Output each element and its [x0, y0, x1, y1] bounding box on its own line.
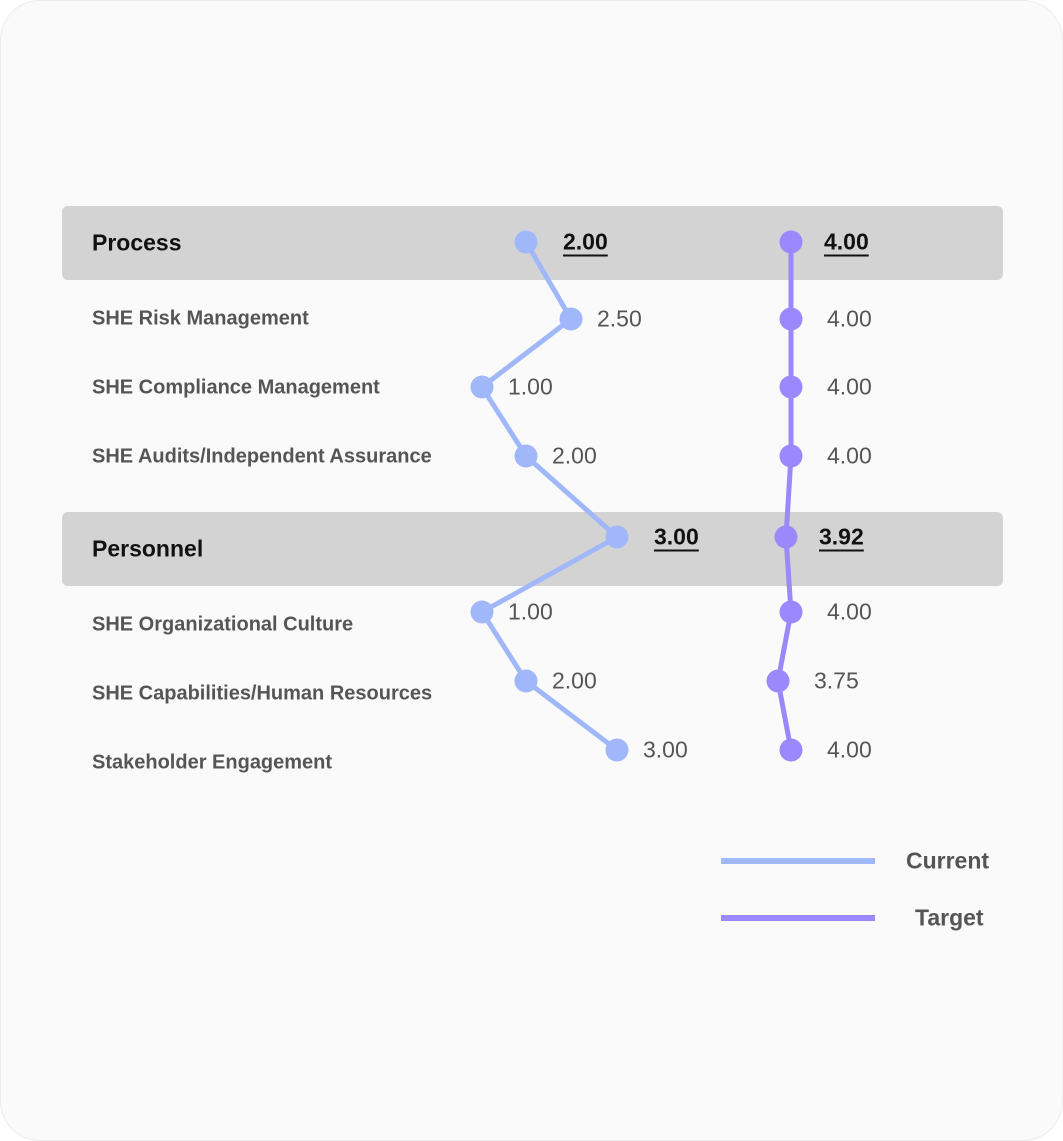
target-value-label: 3.92: [819, 523, 864, 550]
target-point: [779, 444, 803, 468]
legend-current-label: Current: [906, 847, 990, 874]
target-value-label: 4.00: [827, 442, 872, 469]
row-label: SHE Compliance Management: [92, 376, 380, 399]
target-point: [779, 375, 803, 399]
current-point: [514, 444, 538, 468]
target-value-label: 4.00: [827, 598, 872, 625]
target-value-label: 4.00: [827, 305, 872, 332]
row-label: Stakeholder Engagement: [92, 751, 333, 774]
row-label: SHE Risk Management: [92, 307, 309, 330]
current-value-label: 2.50: [597, 305, 642, 332]
group-bar-personnel: [62, 512, 1003, 586]
current-value-label: 1.00: [508, 598, 553, 625]
target-value-label: 4.00: [824, 228, 869, 255]
current-point: [470, 600, 494, 624]
current-series-line: [479, 240, 620, 752]
current-point: [514, 230, 538, 254]
row-label: SHE Capabilities/Human Resources: [92, 682, 433, 705]
target-point: [779, 307, 803, 331]
target-value-label: 4.00: [827, 736, 872, 763]
current-value-label: 3.00: [654, 523, 699, 550]
current-value-label: 2.00: [563, 228, 608, 255]
target-point: [779, 230, 803, 254]
current-value-label: 2.00: [552, 667, 597, 694]
target-point: [766, 669, 790, 693]
current-point: [514, 669, 538, 693]
current-point: [559, 307, 583, 331]
target-point: [779, 600, 803, 624]
group-label: Personnel: [92, 535, 204, 562]
target-value-label: 4.00: [827, 373, 872, 400]
current-point: [605, 525, 629, 549]
current-value-label: 1.00: [508, 373, 553, 400]
current-value-label: 2.00: [552, 442, 597, 469]
group-label: Process: [92, 229, 182, 256]
current-value-label: 3.00: [643, 736, 688, 763]
target-point: [774, 525, 798, 549]
current-point: [470, 375, 494, 399]
legend-target-label: Target: [915, 904, 984, 931]
row-label: SHE Audits/Independent Assurance: [92, 445, 432, 468]
target-value-label: 3.75: [814, 667, 859, 694]
current-point: [605, 738, 629, 762]
row-label: SHE Organizational Culture: [92, 613, 354, 636]
target-point: [779, 738, 803, 762]
